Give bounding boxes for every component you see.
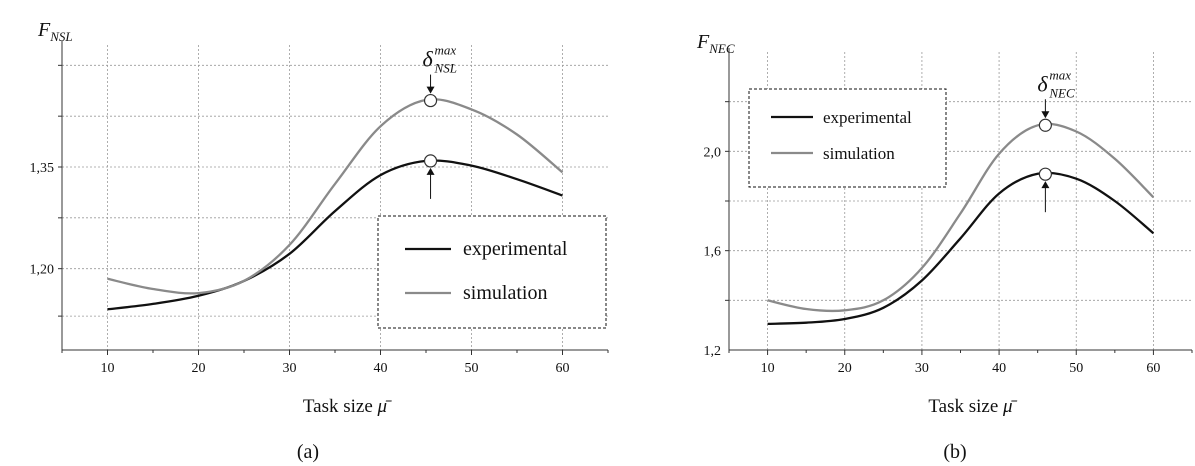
y-axis-label: FNSL (37, 19, 73, 44)
x-tick-label: 50 (465, 361, 479, 376)
x-tick-label: 40 (374, 361, 388, 376)
max-point-marker (1038, 167, 1052, 181)
max-annotation-main: δ (1037, 71, 1048, 96)
max-annotation: δ (423, 47, 434, 72)
y-axis-label-subscript: NSL (49, 29, 72, 44)
y-axis-label-main: F (696, 31, 710, 53)
x-axis-label: Task size μ̄ (928, 396, 1017, 417)
max-annotation-superscript: max (435, 43, 457, 58)
x-tick-label: 30 (283, 361, 297, 376)
y-tick-label: 2,0 (704, 145, 722, 160)
x-axis-label-main: Task size (928, 396, 1003, 417)
series-line-experimental (107, 159, 563, 311)
x-tick-label: 10 (761, 361, 775, 376)
y-tick-label: 1,6 (704, 245, 722, 260)
marker-arrow-head (1041, 111, 1050, 119)
max-annotation-main: δ (423, 47, 434, 72)
x-axis-label-symbol: μ̄ (377, 396, 393, 417)
x-axis-label-symbol: μ̄ (1002, 396, 1018, 417)
panel-label: (a) (297, 441, 319, 463)
x-tick-label: 20 (838, 361, 852, 376)
legend-label: experimental (463, 238, 568, 260)
legend-label: experimental (823, 108, 912, 127)
marker-arrow-head (426, 167, 435, 175)
x-tick-label: 10 (101, 361, 115, 376)
legend-label: simulation (823, 144, 895, 163)
max-annotation-subscript: NEC (1048, 85, 1075, 100)
max-annotation: δ (1037, 71, 1048, 96)
legend-box (377, 215, 607, 329)
y-axis-label-main: F (37, 19, 51, 41)
max-annotation-subscript: NSL (434, 61, 457, 76)
x-tick-label: 20 (192, 361, 206, 376)
legend-box (748, 88, 947, 188)
x-axis-label-main: Task size (303, 396, 378, 417)
marker-arrow-head (1041, 181, 1050, 189)
x-axis-label: Task size μ̄ (303, 396, 392, 417)
y-axis-label: FNEC (696, 31, 735, 56)
max-point-marker (423, 154, 438, 168)
panel-label: (b) (943, 441, 966, 463)
x-tick-label: 50 (1069, 361, 1083, 376)
x-tick-label: 30 (915, 361, 929, 376)
max-annotation-superscript: max (1049, 67, 1071, 82)
x-tick-label: 60 (556, 361, 570, 376)
x-tick-label: 40 (992, 361, 1006, 376)
series-line-simulation (767, 122, 1155, 313)
y-axis-label-subscript: NEC (708, 41, 735, 56)
series-line-simulation (107, 98, 564, 295)
y-tick-label: 1,2 (704, 344, 722, 359)
marker-arrow-head (426, 86, 435, 94)
max-point-marker (423, 93, 438, 108)
max-point-marker (1038, 118, 1052, 132)
series-line-experimental (767, 171, 1155, 326)
y-tick-label: 1,35 (30, 161, 55, 176)
x-tick-label: 60 (1146, 361, 1160, 376)
y-tick-label: 1,20 (30, 263, 55, 278)
legend-label: simulation (463, 282, 547, 304)
